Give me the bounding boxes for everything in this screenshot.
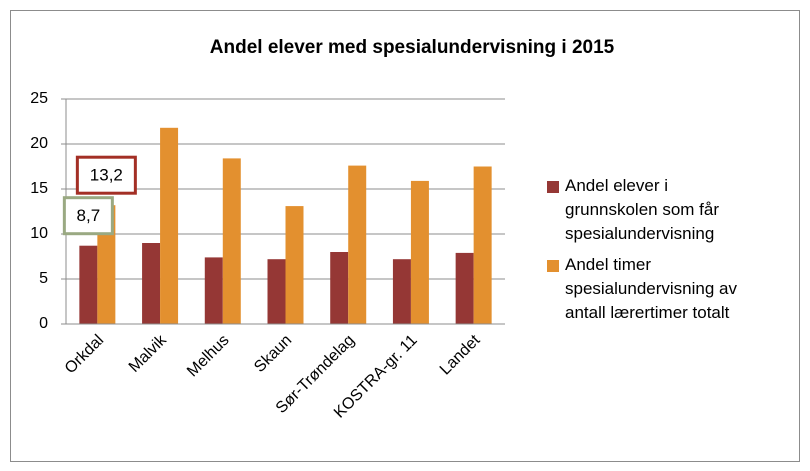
value-label-box [75,155,137,195]
legend-label: Andel elever i grunnskolen som får spesi… [565,176,720,243]
bar [267,259,286,324]
bar [473,166,492,324]
bar [285,206,304,324]
legend-swatch [547,260,559,272]
bar [348,165,367,324]
y-tick-label: 5 [39,270,48,287]
y-tick-label: 25 [30,90,48,107]
legend: Andel elever i grunnskolen som får spesi… [543,174,758,332]
chart-border [10,10,800,462]
y-tick-label: 15 [30,180,48,197]
bar [142,243,161,324]
bar [410,180,429,324]
bar [455,252,474,324]
value-label: 8,7 [77,206,101,225]
bar [79,245,98,324]
value-label: 13,2 [90,166,123,185]
bar [204,257,223,324]
chart-title: Andel elever med spesialundervisning i 2… [210,37,615,58]
bar [160,127,179,324]
legend-swatch [547,181,559,193]
bar [222,158,241,324]
y-tick-label: 20 [30,135,48,152]
y-tick-label: 0 [39,315,48,332]
legend-item: Andel elever i grunnskolen som får spesi… [543,174,758,246]
value-label-box [62,196,114,236]
legend-label: Andel timer spesialundervisning av antal… [565,255,737,322]
bar [392,259,411,324]
y-tick-label: 10 [30,225,48,242]
legend-item: Andel timer spesialundervisning av antal… [543,253,758,325]
bar [330,252,349,324]
